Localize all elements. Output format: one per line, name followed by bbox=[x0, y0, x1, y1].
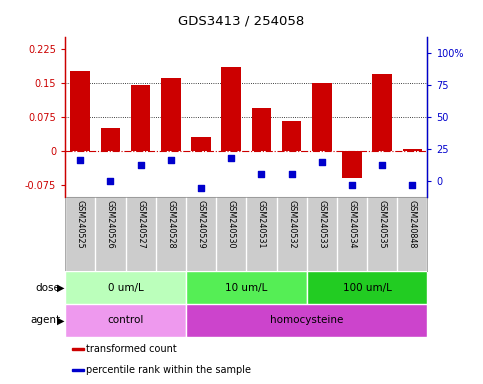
Bar bbox=[65, 271, 186, 304]
Point bbox=[197, 185, 205, 192]
Point bbox=[137, 162, 144, 168]
Bar bbox=[186, 304, 427, 337]
Bar bbox=[252, 108, 271, 151]
Bar bbox=[131, 85, 151, 151]
Point bbox=[378, 162, 386, 168]
Bar bbox=[72, 369, 85, 371]
Bar bbox=[221, 67, 241, 151]
Bar bbox=[191, 137, 211, 151]
Text: transformed count: transformed count bbox=[86, 344, 177, 354]
Bar bbox=[402, 149, 422, 151]
Point bbox=[409, 182, 416, 188]
Bar bbox=[186, 271, 307, 304]
Text: GSM240530: GSM240530 bbox=[227, 200, 236, 249]
Point bbox=[76, 157, 84, 163]
Bar bbox=[312, 83, 332, 151]
Text: homocysteine: homocysteine bbox=[270, 315, 343, 326]
Text: 0 um/L: 0 um/L bbox=[108, 283, 143, 293]
Bar bbox=[372, 74, 392, 151]
Point bbox=[318, 159, 326, 166]
Text: GSM240527: GSM240527 bbox=[136, 200, 145, 249]
Bar bbox=[161, 78, 181, 151]
Text: GSM240529: GSM240529 bbox=[197, 200, 206, 249]
Text: GSM240534: GSM240534 bbox=[347, 200, 356, 249]
Text: GSM240532: GSM240532 bbox=[287, 200, 296, 249]
Text: percentile rank within the sample: percentile rank within the sample bbox=[86, 365, 251, 375]
Bar bbox=[342, 151, 362, 179]
Bar bbox=[72, 348, 85, 350]
Text: ▶: ▶ bbox=[57, 283, 64, 293]
Point bbox=[348, 182, 356, 188]
Point bbox=[107, 177, 114, 184]
Text: agent: agent bbox=[30, 315, 60, 326]
Text: GSM240848: GSM240848 bbox=[408, 200, 417, 249]
Text: GSM240528: GSM240528 bbox=[166, 200, 175, 249]
Point bbox=[288, 171, 296, 177]
Text: 10 um/L: 10 um/L bbox=[225, 283, 268, 293]
Text: GSM240525: GSM240525 bbox=[76, 200, 85, 249]
Text: GSM240533: GSM240533 bbox=[317, 200, 327, 249]
Bar bbox=[282, 121, 301, 151]
Bar bbox=[307, 271, 427, 304]
Text: GDS3413 / 254058: GDS3413 / 254058 bbox=[178, 15, 305, 28]
Point bbox=[257, 171, 265, 177]
Bar bbox=[100, 128, 120, 151]
Text: 100 um/L: 100 um/L bbox=[342, 283, 392, 293]
Text: ▶: ▶ bbox=[57, 315, 64, 326]
Bar bbox=[71, 71, 90, 151]
Bar bbox=[65, 304, 186, 337]
Point bbox=[167, 157, 175, 163]
Text: GSM240526: GSM240526 bbox=[106, 200, 115, 249]
Point bbox=[227, 155, 235, 161]
Text: GSM240531: GSM240531 bbox=[257, 200, 266, 249]
Text: dose: dose bbox=[35, 283, 60, 293]
Text: control: control bbox=[107, 315, 144, 326]
Text: GSM240535: GSM240535 bbox=[378, 200, 387, 249]
